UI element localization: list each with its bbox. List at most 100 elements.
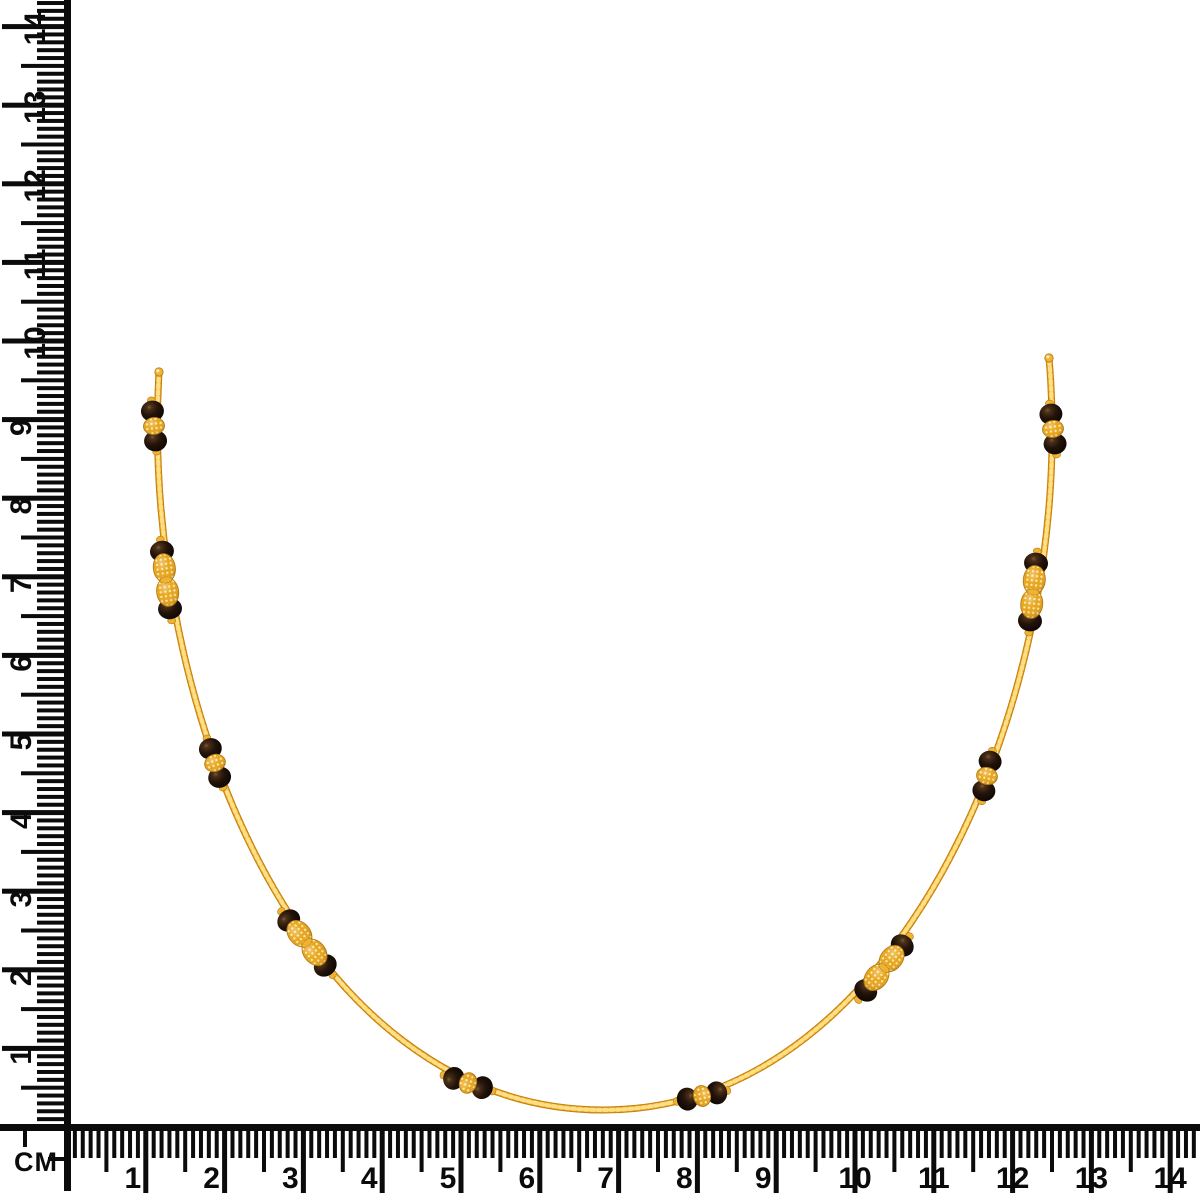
- mm-tick: [37, 95, 64, 100]
- ruler-number: 8: [5, 498, 38, 515]
- mm-tick: [608, 1131, 613, 1158]
- half-cm-tick: [262, 1131, 266, 1172]
- mm-tick: [37, 87, 64, 92]
- chain-links: [155, 356, 1055, 1113]
- mm-tick: [411, 1131, 416, 1158]
- mm-tick: [37, 991, 64, 996]
- mm-tick: [309, 1131, 314, 1158]
- mm-tick: [37, 621, 64, 626]
- ruler-number: 10: [838, 1162, 871, 1195]
- mm-tick: [37, 40, 64, 45]
- mm-tick: [37, 1109, 64, 1114]
- mm-tick: [269, 1131, 274, 1158]
- mm-tick: [37, 464, 64, 469]
- mm-tick: [37, 802, 64, 807]
- ruler-edge-line: [0, 1124, 1200, 1131]
- mm-tick: [947, 1131, 952, 1158]
- bead-station: [673, 1081, 731, 1111]
- ruler-number: 4: [361, 1162, 378, 1195]
- gold-bead-shading: [693, 1085, 711, 1107]
- mm-tick: [624, 1131, 629, 1158]
- mm-tick: [37, 1101, 64, 1106]
- mm-tick: [529, 1131, 534, 1158]
- half-cm-tick: [892, 1131, 897, 1172]
- mm-tick: [939, 1131, 944, 1158]
- mm-tick: [979, 1131, 984, 1158]
- black-bead: [1039, 403, 1063, 425]
- mm-tick: [285, 1131, 290, 1158]
- mm-tick: [1081, 1131, 1086, 1158]
- cm-tick: [2, 338, 64, 344]
- mm-tick: [167, 1131, 172, 1158]
- cm-tick: [2, 181, 64, 187]
- mm-tick: [797, 1131, 802, 1158]
- cm-tick: [2, 731, 64, 737]
- mm-tick: [112, 1131, 117, 1158]
- mm-tick: [37, 747, 64, 752]
- mm-tick: [37, 118, 64, 123]
- mm-tick: [1113, 1131, 1118, 1158]
- mm-tick: [37, 323, 64, 328]
- mm-tick: [37, 716, 64, 721]
- mm-tick: [37, 944, 64, 949]
- mm-tick: [37, 488, 64, 493]
- cm-tick: [1167, 1131, 1173, 1193]
- half-cm-tick: [21, 1007, 64, 1012]
- mm-tick: [648, 1131, 653, 1158]
- mm-tick: [37, 519, 64, 524]
- mm-tick: [37, 787, 64, 792]
- ruler-number: 3: [5, 891, 38, 908]
- bead-station: [277, 907, 337, 979]
- mm-tick: [37, 472, 64, 477]
- ruler-number: 1: [5, 1048, 38, 1065]
- chain-end-highlight: [156, 369, 160, 373]
- ruler-number: 6: [5, 655, 38, 672]
- mm-tick: [37, 205, 64, 210]
- half-cm-tick: [21, 299, 64, 304]
- ruler-edge-line: [64, 0, 71, 1191]
- mm-tick: [214, 1131, 219, 1158]
- mm-tick: [561, 1131, 566, 1158]
- mm-tick: [868, 1131, 873, 1158]
- mm-tick: [293, 1131, 298, 1158]
- mm-tick: [238, 1131, 243, 1158]
- cm-tick: [2, 810, 64, 816]
- mm-tick: [427, 1131, 432, 1158]
- gold-waist-bead: [159, 576, 173, 584]
- mm-tick: [37, 268, 64, 273]
- mm-tick: [37, 370, 64, 375]
- half-cm-tick: [21, 849, 64, 854]
- mm-tick: [151, 1131, 156, 1158]
- mm-tick: [994, 1131, 999, 1158]
- mm-tick: [37, 425, 64, 430]
- chain-end: [1044, 353, 1054, 363]
- mm-tick: [88, 1131, 93, 1158]
- mm-tick: [230, 1131, 235, 1158]
- mm-tick: [37, 150, 64, 155]
- cm-tick: [931, 1131, 937, 1193]
- mm-tick: [206, 1131, 211, 1158]
- mm-tick: [37, 1030, 64, 1035]
- mm-tick: [37, 48, 64, 53]
- mm-tick: [246, 1131, 251, 1158]
- mm-tick: [37, 252, 64, 257]
- mm-tick: [37, 818, 64, 823]
- mm-tick: [37, 1, 64, 6]
- half-cm-tick: [21, 1085, 64, 1090]
- mm-tick: [198, 1131, 203, 1158]
- mm-tick: [128, 1131, 133, 1158]
- mm-tick: [37, 999, 64, 1004]
- cm-tick: [2, 417, 64, 423]
- mm-tick: [679, 1131, 684, 1158]
- mm-tick: [1160, 1131, 1165, 1158]
- mm-tick: [829, 1131, 834, 1158]
- mm-tick: [37, 189, 64, 194]
- mm-tick: [545, 1131, 550, 1158]
- mm-tick: [703, 1131, 708, 1158]
- cm-tick: [2, 652, 64, 658]
- mm-tick: [159, 1131, 164, 1158]
- mm-tick: [955, 1131, 960, 1158]
- mm-tick: [37, 307, 64, 312]
- mm-tick: [356, 1131, 361, 1158]
